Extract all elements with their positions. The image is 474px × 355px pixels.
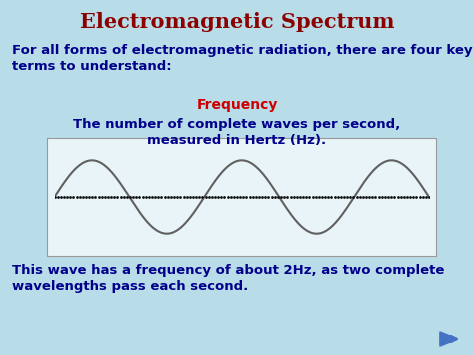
Text: Frequency: Frequency	[196, 98, 278, 111]
Text: Electromagnetic Spectrum: Electromagnetic Spectrum	[80, 12, 394, 32]
Bar	[47, 138, 436, 256]
Text: The number of complete waves per second,
measured in Hertz (Hz).: The number of complete waves per second,…	[73, 118, 401, 147]
Text: This wave has a frequency of about 2Hz, as two complete
wavelengths pass each se: This wave has a frequency of about 2Hz, …	[12, 264, 444, 294]
Polygon shape	[440, 332, 457, 346]
Text: For all forms of electromagnetic radiation, there are four key
terms to understa: For all forms of electromagnetic radiati…	[12, 44, 473, 73]
